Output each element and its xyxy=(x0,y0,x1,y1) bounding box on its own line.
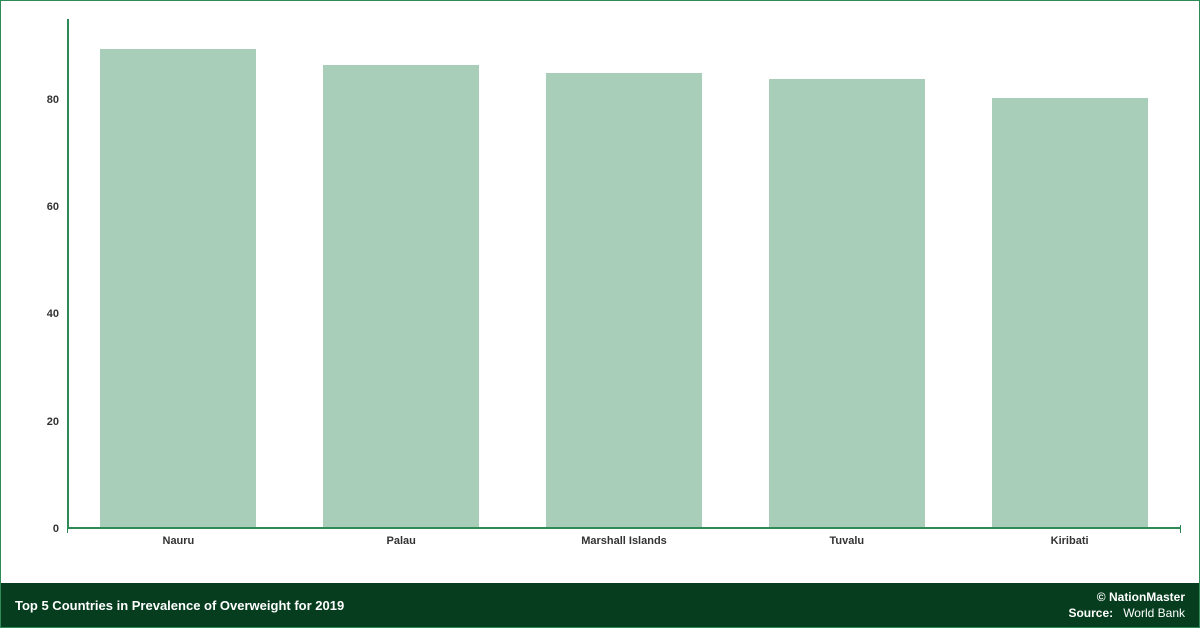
bar xyxy=(323,65,479,527)
y-tick-label: 20 xyxy=(47,416,67,428)
x-axis-tick xyxy=(1180,525,1181,533)
bar xyxy=(769,79,925,527)
bar xyxy=(992,98,1148,527)
source-line: Source: World Bank xyxy=(1068,605,1185,621)
chart-title: Top 5 Countries in Prevalence of Overwei… xyxy=(15,598,344,613)
y-tick-label: 40 xyxy=(47,308,67,320)
source-value: World Bank xyxy=(1123,606,1185,620)
x-tick-label: Palau xyxy=(387,529,416,547)
chart-frame: Percent of Adult Population 020406080Nau… xyxy=(0,0,1200,628)
x-tick-label: Nauru xyxy=(163,529,195,547)
plot-area-wrap: Percent of Adult Population 020406080Nau… xyxy=(41,19,1181,555)
x-tick-label: Tuvalu xyxy=(829,529,864,547)
plot-area: 020406080NauruPalauMarshall IslandsTuval… xyxy=(67,19,1181,529)
x-axis-tick xyxy=(67,525,68,533)
x-tick-label: Marshall Islands xyxy=(581,529,667,547)
copyright-text: © NationMaster xyxy=(1068,589,1185,605)
source-label: Source: xyxy=(1068,606,1113,620)
bar xyxy=(100,49,256,527)
y-axis-line xyxy=(67,19,69,529)
y-tick-label: 60 xyxy=(47,201,67,213)
footer-bar: Top 5 Countries in Prevalence of Overwei… xyxy=(1,583,1199,627)
bar xyxy=(546,73,702,527)
y-tick-label: 0 xyxy=(53,523,67,535)
footer-attribution: © NationMaster Source: World Bank xyxy=(1068,589,1185,621)
y-tick-label: 80 xyxy=(47,94,67,106)
x-tick-label: Kiribati xyxy=(1051,529,1089,547)
